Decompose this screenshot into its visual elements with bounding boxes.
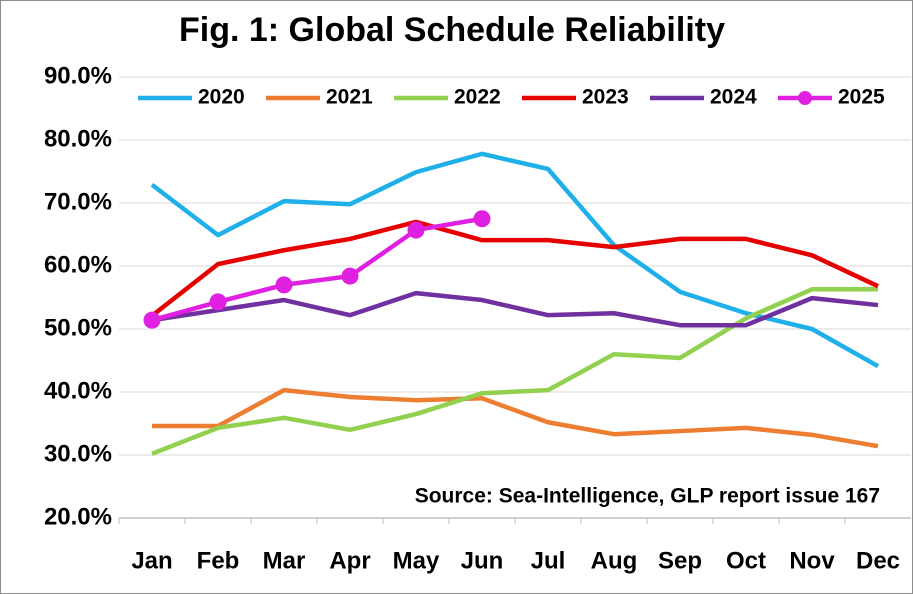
series-line	[152, 387, 879, 449]
x-tick-label: Jun	[461, 547, 504, 574]
y-tick-label: 90.0%	[44, 62, 112, 89]
legend-label: 2020	[198, 86, 245, 109]
series-marker	[473, 210, 491, 228]
x-tick-label: Aug	[591, 547, 638, 574]
series-marker	[407, 221, 425, 239]
x-tick-label: Mar	[263, 547, 306, 574]
legend-label: 2025	[838, 86, 885, 109]
legend-label: 2023	[582, 86, 629, 109]
x-tick-label: Dec	[856, 547, 900, 574]
x-tick-label: Sep	[658, 547, 702, 574]
series-line	[151, 287, 878, 456]
series-marker	[143, 311, 161, 329]
x-tick-label: Jan	[131, 547, 172, 574]
y-tick-label: 40.0%	[44, 377, 112, 404]
series-marker	[209, 293, 227, 311]
y-tick-label: 20.0%	[44, 503, 112, 530]
y-tick-label: 70.0%	[44, 188, 112, 215]
series-line	[151, 290, 879, 328]
x-tick-label: Nov	[789, 547, 835, 574]
y-tick-label: 50.0%	[44, 314, 112, 341]
x-tick-label: May	[393, 547, 440, 574]
x-tick-label: Feb	[197, 547, 240, 574]
x-tick-label: Jul	[531, 547, 566, 574]
series-line	[150, 219, 879, 318]
x-tick-label: Apr	[329, 547, 370, 574]
legend-marker	[798, 91, 812, 105]
series-line	[151, 216, 483, 323]
series-marker	[275, 276, 293, 294]
source-note: Source: Sea-Intelligence, GLP report iss…	[415, 485, 880, 508]
legend-label: 2022	[454, 86, 501, 109]
y-tick-label: 30.0%	[44, 440, 112, 467]
legend-label: 2021	[326, 86, 373, 109]
x-tick-label: Oct	[726, 547, 766, 574]
series-marker	[341, 267, 359, 285]
legend-label: 2024	[710, 86, 757, 109]
chart-title: Fig. 1: Global Schedule Reliability	[179, 11, 725, 49]
y-tick-label: 80.0%	[44, 125, 112, 152]
y-tick-label: 60.0%	[44, 251, 112, 278]
